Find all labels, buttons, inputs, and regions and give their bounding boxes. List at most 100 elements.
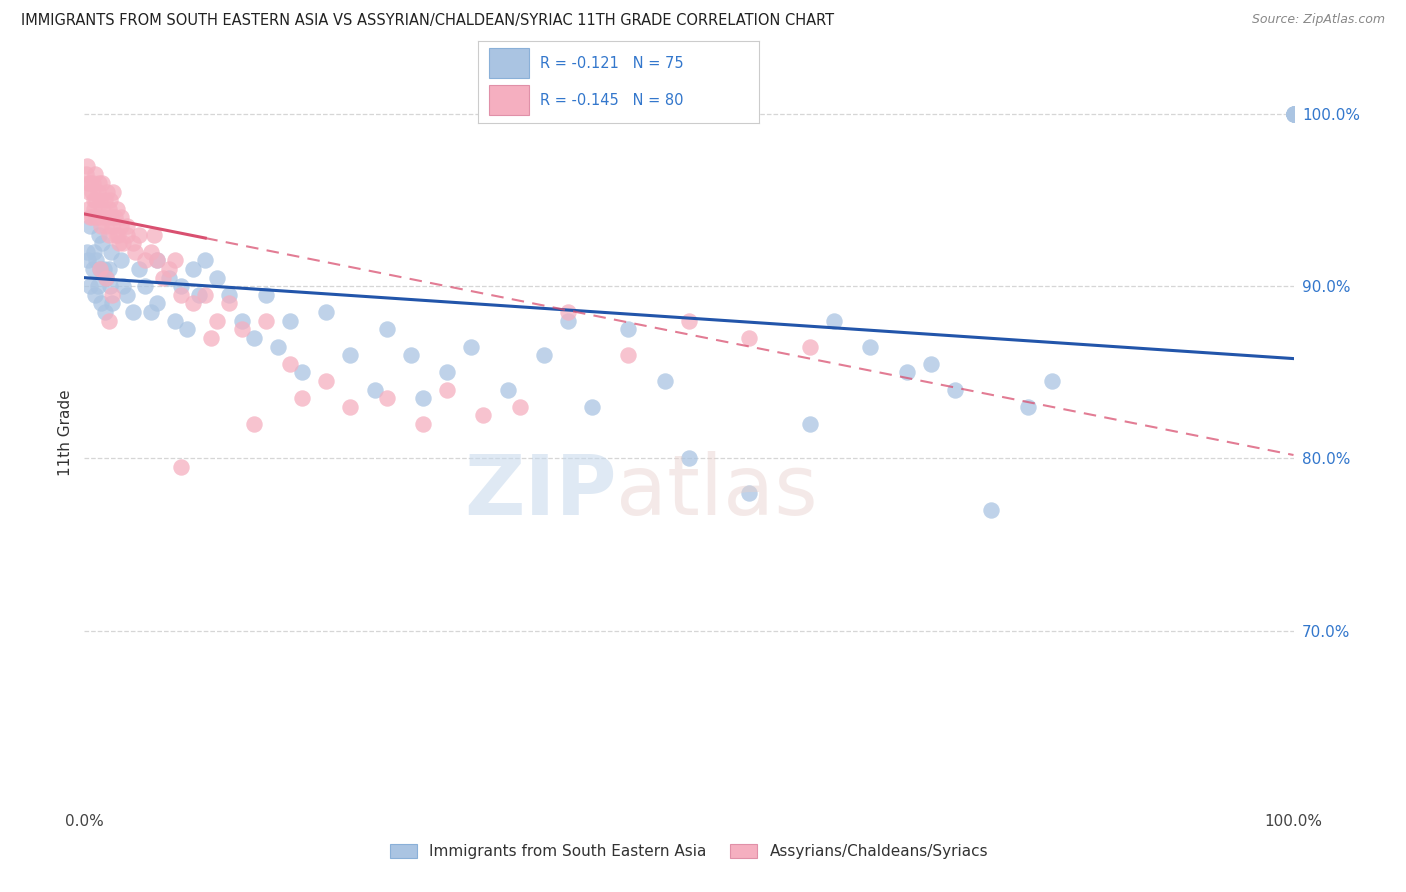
Point	[134, 279, 156, 293]
Point	[94, 219, 117, 233]
Point	[291, 365, 314, 379]
Bar	[489, 48, 529, 78]
Point	[170, 288, 193, 302]
Point	[738, 331, 761, 345]
Point	[799, 339, 821, 353]
Point	[399, 348, 422, 362]
Point	[90, 296, 112, 310]
Point	[107, 227, 129, 242]
Point	[436, 365, 458, 379]
Point	[165, 314, 187, 328]
Point	[79, 279, 101, 293]
Point	[91, 202, 114, 216]
Point	[509, 400, 531, 414]
Point	[108, 236, 131, 251]
Point	[181, 296, 204, 310]
Point	[93, 211, 115, 225]
Point	[207, 270, 229, 285]
Point	[194, 253, 217, 268]
Point	[496, 383, 519, 397]
Point	[678, 314, 700, 328]
Point	[89, 262, 111, 277]
Point	[980, 503, 1002, 517]
Point	[170, 460, 193, 475]
Point	[859, 339, 882, 353]
Point	[100, 211, 122, 225]
Point	[79, 176, 101, 190]
Point	[77, 185, 100, 199]
Text: Source: ZipAtlas.com: Source: ZipAtlas.com	[1251, 13, 1385, 27]
Point	[472, 409, 495, 423]
Text: R = -0.145   N = 80: R = -0.145 N = 80	[540, 93, 683, 108]
Point	[799, 417, 821, 431]
Point	[115, 227, 138, 242]
Point	[152, 270, 174, 285]
Point	[896, 365, 918, 379]
Point	[339, 400, 361, 414]
Point	[363, 383, 385, 397]
Point	[101, 219, 124, 233]
Point	[200, 331, 222, 345]
Point	[76, 159, 98, 173]
Point	[104, 227, 127, 242]
Point	[128, 227, 150, 242]
Point	[89, 193, 111, 207]
Point	[103, 185, 125, 199]
Point	[315, 374, 337, 388]
Point	[82, 262, 104, 277]
Point	[1282, 107, 1305, 121]
Point	[291, 391, 314, 405]
Point	[157, 270, 180, 285]
Point	[112, 279, 135, 293]
Point	[86, 279, 108, 293]
Point	[654, 374, 676, 388]
Point	[165, 253, 187, 268]
Text: ZIP: ZIP	[464, 451, 616, 533]
Point	[79, 219, 101, 233]
Point	[87, 176, 110, 190]
Point	[678, 451, 700, 466]
Point	[460, 339, 482, 353]
Point	[82, 176, 104, 190]
Point	[110, 211, 132, 225]
Legend: Immigrants from South Eastern Asia, Assyrians/Chaldeans/Syriacs: Immigrants from South Eastern Asia, Assy…	[384, 838, 994, 865]
Text: IMMIGRANTS FROM SOUTH EASTERN ASIA VS ASSYRIAN/CHALDEAN/SYRIAC 11TH GRADE CORREL: IMMIGRANTS FROM SOUTH EASTERN ASIA VS AS…	[21, 13, 834, 29]
Point	[207, 314, 229, 328]
Point	[77, 176, 100, 190]
Point	[97, 262, 120, 277]
Point	[104, 211, 127, 225]
Point	[134, 253, 156, 268]
Text: R = -0.121   N = 75: R = -0.121 N = 75	[540, 55, 683, 70]
Point	[157, 262, 180, 277]
Point	[1040, 374, 1063, 388]
Point	[115, 288, 138, 302]
Point	[91, 176, 114, 190]
Point	[97, 227, 120, 242]
Point	[91, 236, 114, 251]
Point	[176, 322, 198, 336]
Point	[112, 236, 135, 251]
Point	[84, 167, 107, 181]
Point	[436, 383, 458, 397]
Point	[146, 296, 169, 310]
Point	[278, 314, 301, 328]
Point	[218, 288, 240, 302]
Point	[100, 244, 122, 259]
Point	[218, 296, 240, 310]
Point	[94, 270, 117, 285]
Point	[98, 193, 121, 207]
Point	[121, 236, 143, 251]
Point	[533, 348, 555, 362]
Bar	[489, 86, 529, 115]
Point	[76, 244, 98, 259]
Point	[80, 185, 103, 199]
Point	[94, 270, 117, 285]
Point	[823, 314, 845, 328]
Point	[617, 348, 640, 362]
Point	[110, 253, 132, 268]
Point	[375, 391, 398, 405]
Point	[581, 400, 603, 414]
Point	[339, 348, 361, 362]
Point	[617, 322, 640, 336]
Point	[181, 262, 204, 277]
